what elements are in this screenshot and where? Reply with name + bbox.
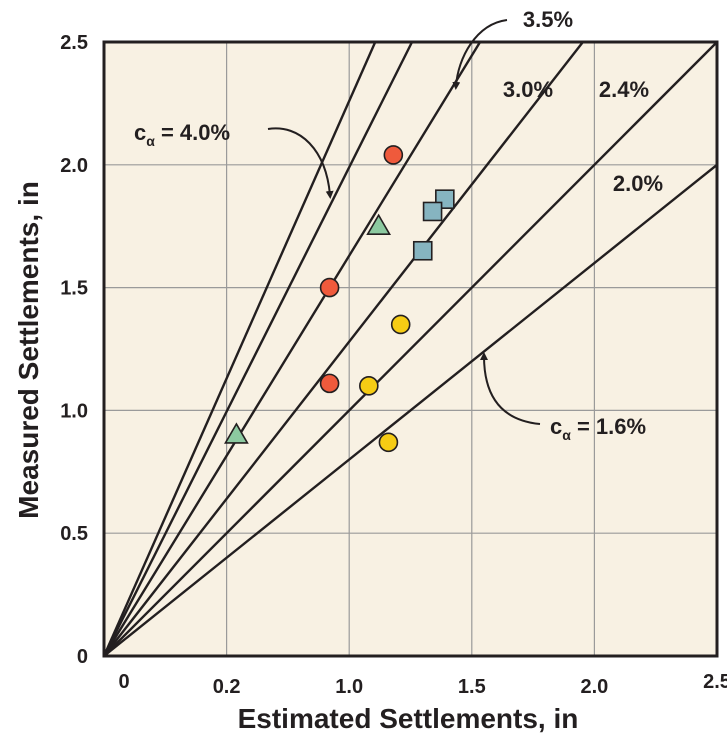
y-tick-label: 0.5: [60, 523, 88, 545]
data-point-square: [412, 240, 433, 261]
reference-line: [104, 42, 377, 656]
x-tick-label: 2.0: [580, 676, 608, 698]
data-point-circle: [319, 373, 340, 394]
plot-frame: [102, 40, 719, 658]
x-tick-label: 0.2: [213, 676, 241, 698]
y-tick-label: 2.5: [60, 32, 88, 54]
reference-line-label: 2.4%: [599, 77, 649, 102]
reference-line-label: 3.5%: [523, 7, 573, 32]
x-tick-labels: 0 0.2 1.0 1.5 2.0 2.5: [118, 671, 727, 698]
reference-line: [104, 42, 584, 656]
y-tick-labels: 0 0.5 1.0 1.5 2.0 2.5: [60, 32, 88, 668]
y-tick-label: 1.5: [60, 278, 88, 300]
y-tick-label: 1.0: [60, 400, 88, 422]
x-tick-label: 1.0: [335, 676, 363, 698]
reference-line: [104, 42, 414, 656]
x-tick-label: 2.5: [703, 671, 727, 693]
data-point-circle: [390, 314, 411, 335]
data-point-circle: [378, 432, 399, 453]
data-points: [224, 145, 455, 453]
data-point-square: [422, 201, 443, 222]
data-point-circle: [319, 277, 340, 298]
x-tick-label: 0: [118, 671, 129, 693]
reference-line: [104, 42, 482, 656]
x-axis-label: Estimated Settlements, in: [238, 703, 579, 734]
reference-line: [104, 163, 717, 656]
reference-line-label: cα = 1.6%: [550, 414, 646, 443]
x-tick-label: 1.5: [458, 676, 486, 698]
annotation-arrow: [452, 19, 508, 90]
y-axis-label: Measured Settlements, in: [13, 181, 44, 519]
reference-line-label: 2.0%: [613, 171, 663, 196]
data-point-triangle: [366, 213, 392, 235]
reference-lines: [104, 42, 717, 656]
reference-line: [104, 42, 717, 656]
reference-line-label: 3.0%: [503, 77, 553, 102]
reference-line-label: cα = 4.0%: [134, 120, 230, 149]
data-point-circle: [383, 145, 404, 165]
y-tick-label: 0: [77, 646, 88, 668]
data-point-circle: [359, 376, 379, 396]
y-tick-label: 2.0: [60, 155, 88, 177]
data-point-triangle: [224, 422, 249, 444]
annotations: cα = 4.0% 3.5% 3.0% 2.4% 2.0% cα = 1.6%: [134, 7, 663, 443]
annotation-arrow: [480, 352, 541, 425]
annotation-arrow: [267, 127, 334, 199]
